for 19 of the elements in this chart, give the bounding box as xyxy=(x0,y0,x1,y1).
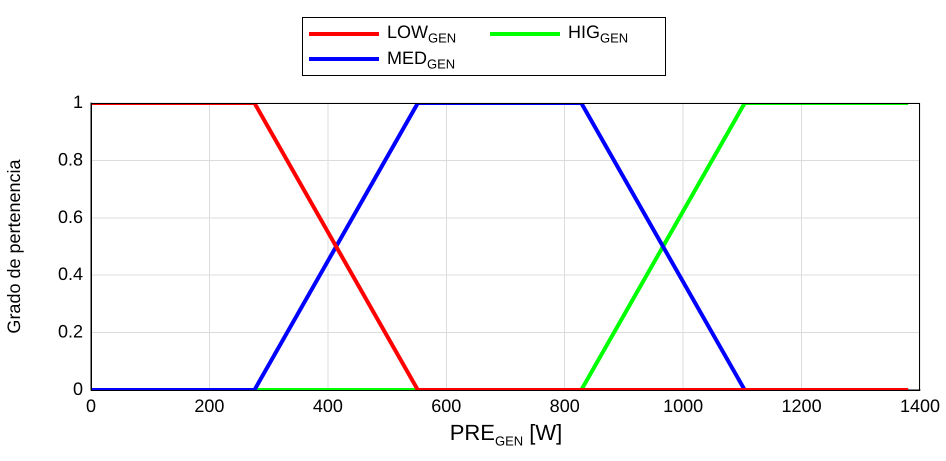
y-tick-label: 0 xyxy=(72,378,83,399)
x-tick-label: 1400 xyxy=(900,396,940,416)
y-axis-title: Grado de pertenencia xyxy=(4,158,24,334)
y-tick-label: 0.8 xyxy=(58,149,83,170)
y-tick-label: 0.6 xyxy=(58,206,83,227)
y-tick-label: 0.2 xyxy=(58,322,83,342)
x-tick-label: 400 xyxy=(312,396,343,416)
x-tick-label: 200 xyxy=(194,396,224,416)
x-tick-label: 800 xyxy=(550,396,580,416)
legend-label: HIG$_{GEN}$ xyxy=(568,22,628,46)
legend-label: LOW$_{GEN}$ xyxy=(387,22,456,46)
x-tick-label: 1200 xyxy=(782,396,822,416)
y-tick-label: 0.4 xyxy=(58,264,83,284)
legend-label: MED$_{GEN}$ xyxy=(387,48,456,72)
x-tick-label: 600 xyxy=(431,396,462,416)
y-tick-label: 1 xyxy=(72,92,83,112)
x-axis-title: PRE$_{GEN}$ [W] xyxy=(448,420,564,448)
x-tick-label: 0 xyxy=(86,396,96,416)
x-tick-label: 1000 xyxy=(663,396,704,416)
